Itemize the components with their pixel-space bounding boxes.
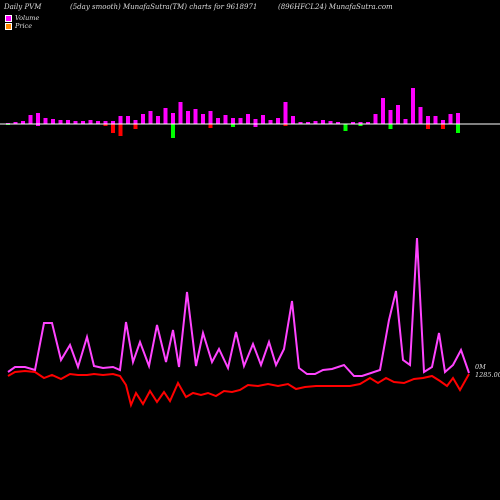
volume-bar-down <box>253 124 258 127</box>
volume-bar-up <box>148 111 153 124</box>
volume-bar-up <box>141 114 145 124</box>
volume-bar-up <box>81 121 85 124</box>
volume-bar-up <box>96 121 100 124</box>
volume-bar-up <box>268 120 273 124</box>
volume-bar-up <box>441 120 445 124</box>
volume-bar-up <box>51 119 55 124</box>
volume-bar-up <box>133 120 138 124</box>
volume-bar-up <box>238 118 243 124</box>
legend-volume: Volume <box>5 14 39 22</box>
volume-bar-up <box>118 116 123 124</box>
volume-bar-up <box>208 111 213 124</box>
volume-bar-up <box>298 122 303 124</box>
volume-bar-up <box>328 121 333 124</box>
volume-bar-up <box>223 115 228 124</box>
volume-bar-up <box>246 114 250 124</box>
volume-bar-up <box>73 121 78 124</box>
volume-bar-up <box>103 121 108 124</box>
volume-end-label: 0M <box>475 363 486 371</box>
volume-bar-up <box>351 122 355 124</box>
volume-bar-up <box>28 115 33 124</box>
volume-bar-up <box>216 118 220 124</box>
volume-bar-up <box>418 107 423 124</box>
volume-bar-up <box>13 122 18 124</box>
volume-bar-up <box>126 116 130 124</box>
volume-bar-up <box>66 120 70 124</box>
volume-bar-up <box>456 113 460 124</box>
volume-bar-up <box>111 121 115 124</box>
volume-bar-down <box>133 124 138 129</box>
legend-price: Price <box>5 22 32 30</box>
volume-bar-up <box>448 114 453 124</box>
volume-bar-up <box>253 119 258 124</box>
volume-bar-up <box>88 120 93 124</box>
volume-bar-down <box>388 124 393 129</box>
volume-bar-down <box>118 124 123 136</box>
volume-bar-up <box>388 110 393 124</box>
volume-bar-up <box>366 122 370 124</box>
volume-bar-up <box>313 121 318 124</box>
volume-bar-up <box>21 121 25 124</box>
volume-bar-up <box>276 118 280 124</box>
volume-bar-up <box>411 88 415 124</box>
volume-bar-up <box>403 119 408 124</box>
volume-bar-up <box>261 115 265 124</box>
volume-bar-down <box>36 124 40 126</box>
legend-volume-label: Volume <box>15 14 40 22</box>
volume-bar-up <box>396 105 400 124</box>
volume-line <box>7 237 470 377</box>
volume-bar-up <box>336 122 340 124</box>
volume-bar-up <box>58 120 63 124</box>
volume-bar-down <box>103 124 108 126</box>
chart-header-title: (5day smooth) MunafaSutra(TM) charts for… <box>70 3 258 11</box>
volume-bar-down <box>358 124 363 126</box>
volume-bar-up <box>381 98 385 124</box>
volume-bar-up <box>426 116 430 124</box>
price-line <box>7 369 470 409</box>
legend-price-swatch <box>5 22 12 30</box>
volume-bar-up <box>291 116 295 124</box>
chart-header-right: (896HFCL24) MunafaSutra.com <box>278 3 393 11</box>
volume-bar-up <box>171 113 175 124</box>
volume-bar-up <box>231 118 235 124</box>
volume-bar-up <box>306 122 310 124</box>
volume-bar-down <box>208 124 213 128</box>
volume-bar-up <box>178 102 183 124</box>
volume-bar-down <box>171 124 175 138</box>
volume-bar-down <box>283 124 288 126</box>
volume-bar-up <box>43 118 48 124</box>
volume-bar-up <box>433 116 438 124</box>
volume-bar-down <box>426 124 430 129</box>
volume-bar-down <box>441 124 445 129</box>
volume-bar-up <box>186 111 190 124</box>
volume-bar-up <box>156 116 160 124</box>
volume-bar-up <box>283 102 288 124</box>
volume-bar-down <box>456 124 460 133</box>
volume-bar-up <box>321 120 325 124</box>
volume-bar-down <box>111 124 115 133</box>
volume-bar-up <box>358 122 363 124</box>
legend-volume-swatch <box>5 14 12 22</box>
legend-price-label: Price <box>15 22 33 30</box>
price-end-label: 1285.00 <box>475 371 500 379</box>
volume-bar-up <box>373 114 378 124</box>
volume-bar-up <box>36 113 40 124</box>
volume-bar-up <box>201 114 205 124</box>
chart-header-left: Daily PVM <box>4 3 42 11</box>
volume-bars <box>6 88 460 138</box>
volume-bar-up <box>163 108 168 124</box>
volume-bar-down <box>343 124 348 131</box>
volume-bar-up <box>193 109 198 124</box>
volume-bar-down <box>231 124 235 127</box>
